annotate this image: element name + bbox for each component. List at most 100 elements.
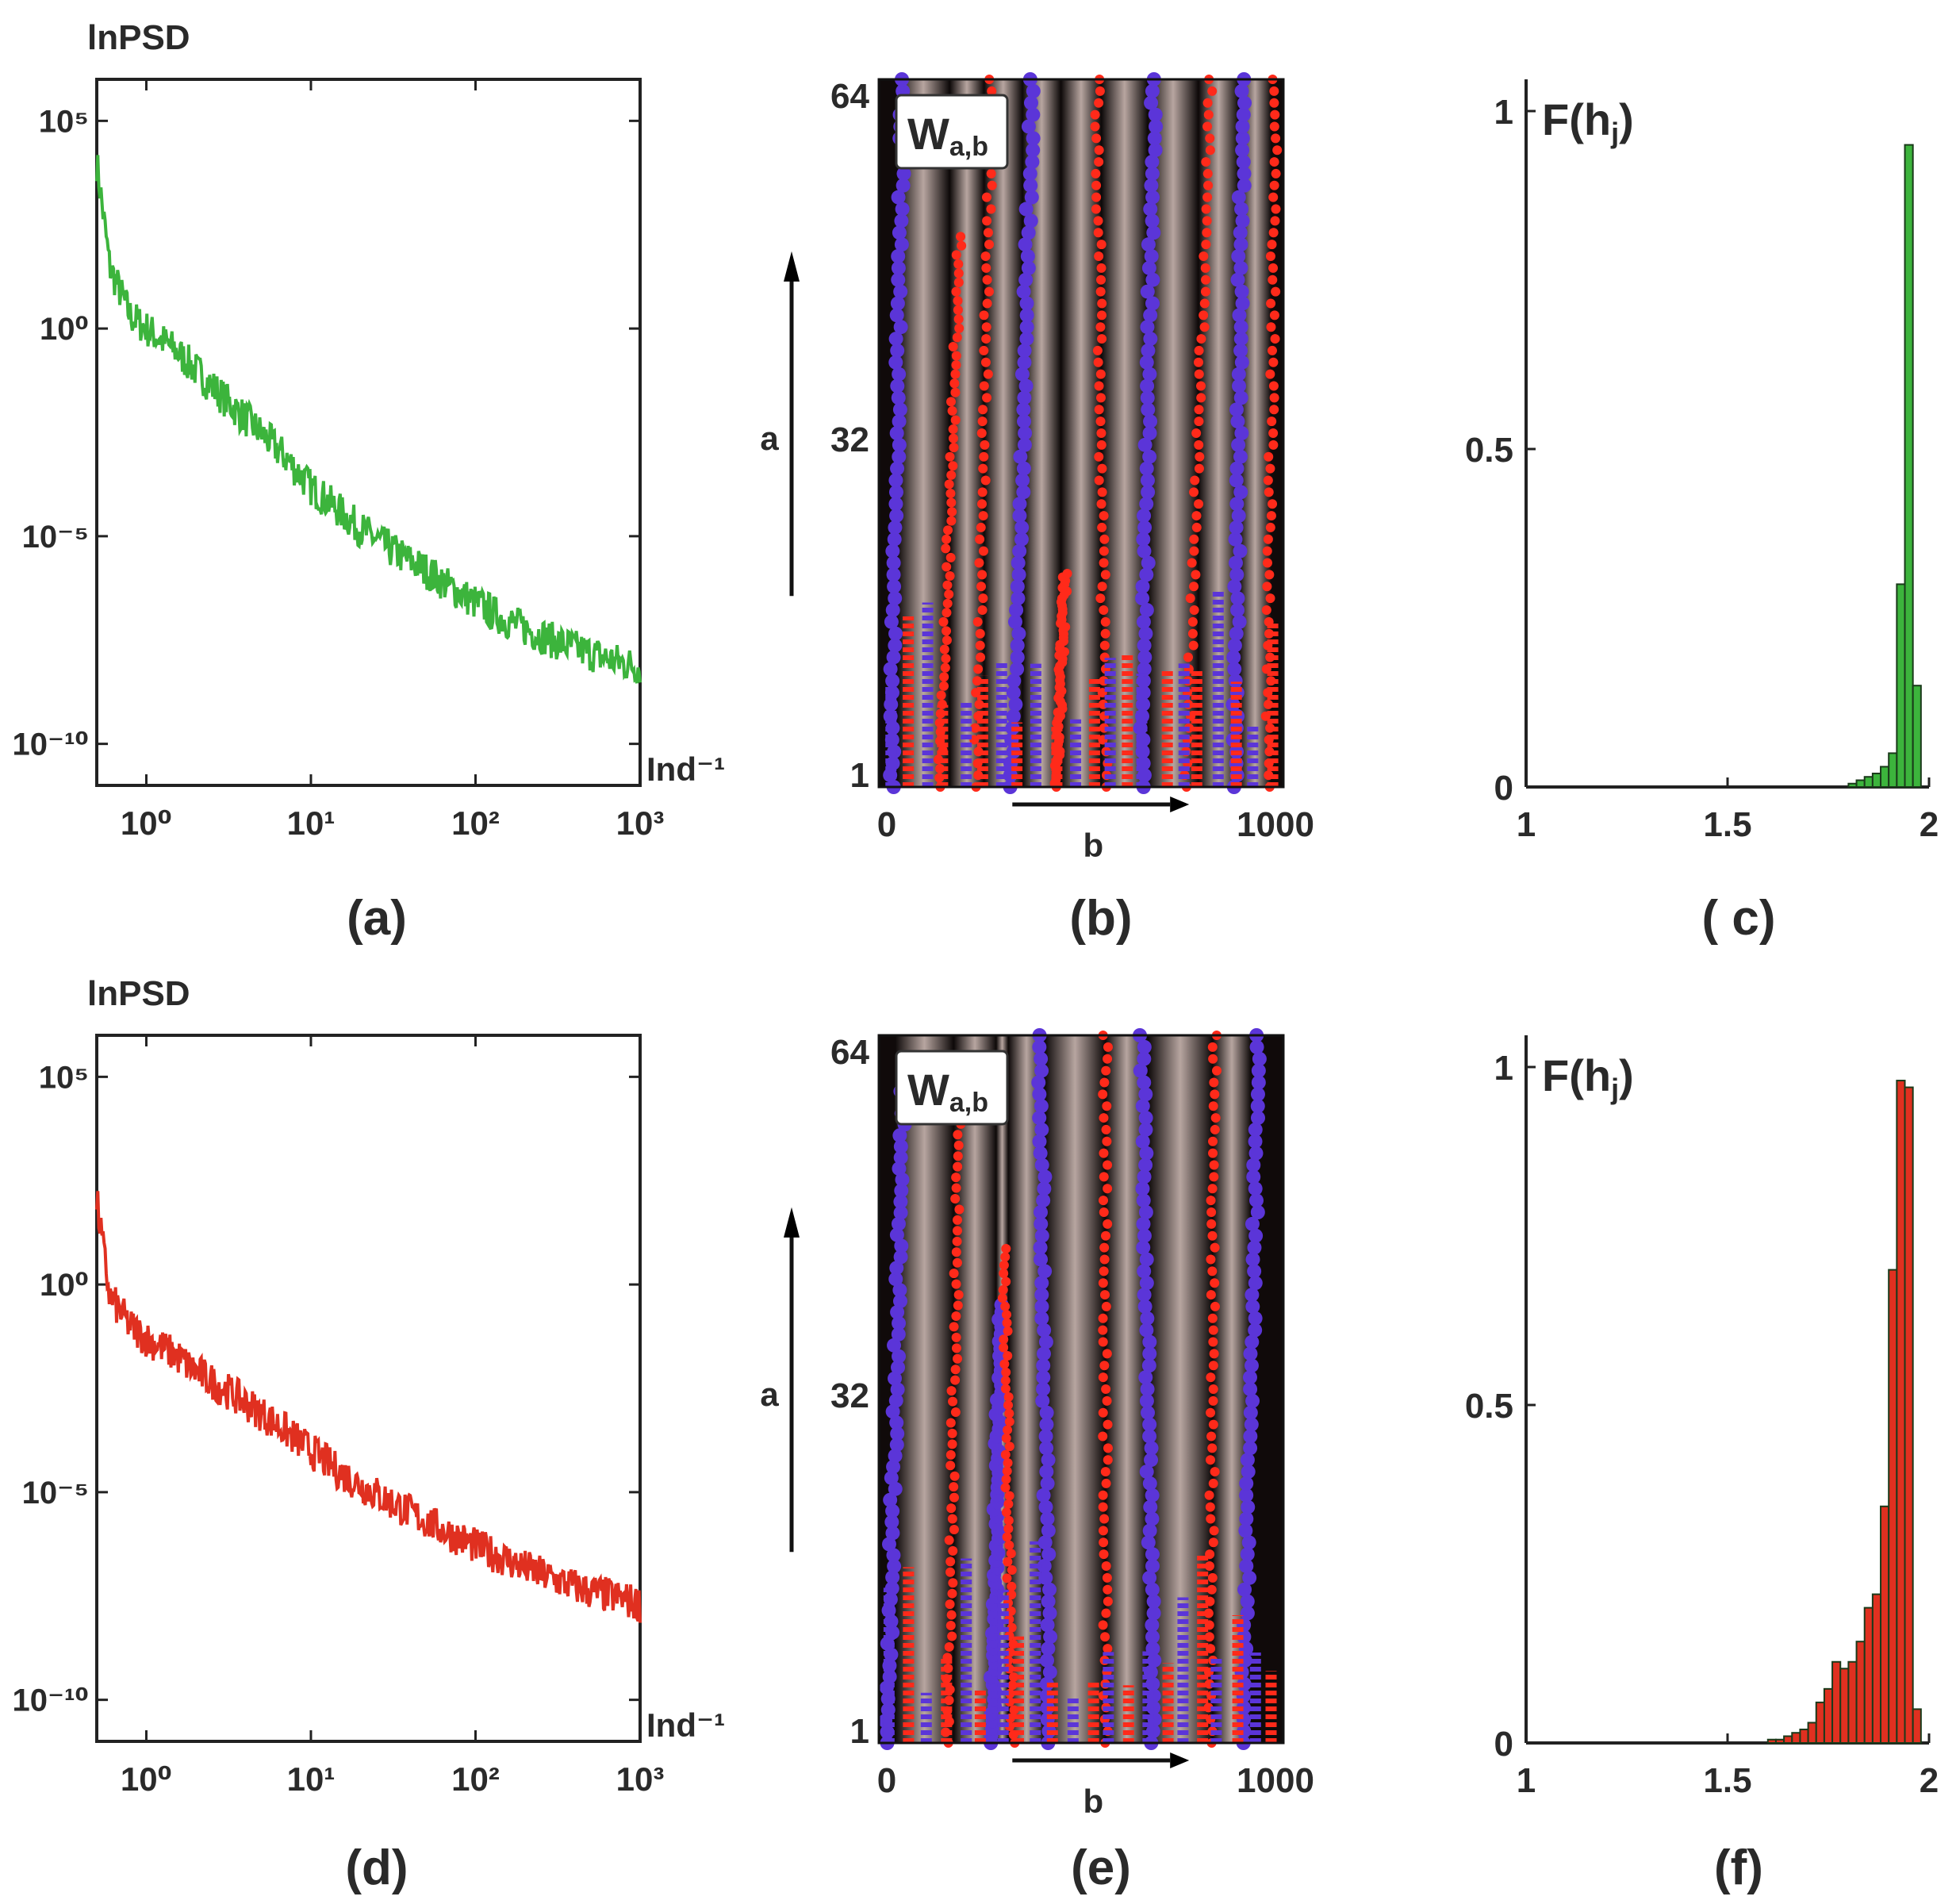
ridge-marker: [889, 509, 904, 524]
ridge-marker: [1003, 1326, 1013, 1336]
plot-frame: [95, 78, 642, 787]
ridge-marker: [1240, 1547, 1255, 1562]
histogram-bar: [1774, 1738, 1785, 1744]
ridge-marker: [1269, 180, 1279, 190]
ridge-marker: [972, 616, 983, 627]
ridge-marker: [1034, 1099, 1049, 1114]
ridge-marker: [1202, 98, 1213, 108]
ridge-marker: [1247, 1264, 1262, 1279]
histogram-chart-5: 10.501 1.5 2F(hj): [1465, 1035, 1939, 1800]
ridge-marker: [1026, 107, 1041, 122]
ridge-marker: [1237, 1653, 1252, 1668]
x-tick-label: 1000: [1237, 805, 1314, 844]
ridge-marker: [979, 345, 989, 355]
ridge-marker: [887, 532, 902, 547]
ridge-marker: [1251, 1063, 1266, 1078]
ridge-marker: [1038, 1499, 1053, 1514]
ridge-marker: [1268, 381, 1279, 391]
ridge-marker: [1031, 1075, 1046, 1090]
ridge-marker: [1093, 216, 1103, 226]
ridge-marker: [1040, 1511, 1055, 1526]
ridge-marker: [1096, 263, 1106, 273]
ridge-marker: [1145, 1630, 1160, 1645]
ridge-marker: [1093, 228, 1103, 238]
ridge-marker: [1043, 1630, 1058, 1645]
ridge-marker: [1103, 1054, 1113, 1064]
ridge-marker: [976, 499, 987, 509]
ridge-marker: [1007, 1622, 1017, 1633]
ridge-marker: [1248, 1134, 1263, 1149]
ridge-marker: [1207, 1042, 1218, 1052]
ridge-marker: [1265, 463, 1275, 474]
ridge-marker: [1199, 251, 1209, 261]
histogram-bar: [1880, 1505, 1890, 1745]
ridge-marker: [1191, 570, 1201, 580]
ridge-marker: [1227, 579, 1242, 594]
ridge-marker: [1012, 497, 1027, 512]
ridge-marker: [1099, 534, 1110, 544]
ridge-marker: [1241, 1464, 1256, 1480]
ridge-marker: [1137, 1039, 1152, 1054]
ridge-marker: [883, 662, 898, 677]
ridge-marker: [1133, 1063, 1148, 1078]
ridge-marker: [951, 286, 961, 297]
ridge-marker: [976, 652, 986, 662]
x-axis-label: b: [1083, 827, 1103, 864]
wavelet-chart-4: Wa,b 64 32 10 1000 a b: [760, 1028, 1314, 1820]
ridge-marker: [953, 1290, 964, 1300]
ridge-marker: [1143, 1499, 1158, 1514]
ridge-marker: [1248, 1122, 1263, 1137]
ridge-marker: [1208, 1101, 1218, 1111]
ridge-marker: [1145, 190, 1160, 205]
ridge-marker: [1137, 1169, 1152, 1184]
ridge-marker: [939, 644, 949, 654]
ridge-marker: [987, 180, 997, 190]
histogram-bar: [1783, 1735, 1793, 1744]
ridge-marker: [1141, 555, 1156, 570]
ridge-marker: [950, 1365, 961, 1375]
ridge-marker: [1266, 511, 1276, 521]
ridge-marker: [1098, 1526, 1108, 1536]
ridge-marker: [1237, 95, 1252, 110]
ridge-marker: [1262, 558, 1272, 568]
ridge-marker: [1271, 286, 1281, 297]
ridge-marker: [1032, 1111, 1047, 1126]
ridge-marker: [1210, 1301, 1220, 1311]
ridge-marker: [937, 699, 947, 709]
ridge-marker: [941, 543, 951, 554]
ridge-marker: [1208, 1419, 1218, 1430]
ridge-marker: [1194, 463, 1204, 474]
ridge-marker: [1264, 451, 1274, 462]
ridge-marker: [947, 507, 957, 517]
ridge-marker: [1244, 1358, 1259, 1373]
ridge-marker: [1096, 310, 1106, 321]
ridge-marker: [942, 598, 953, 608]
x-tick-label: 10⁰: [121, 804, 172, 842]
ridge-marker: [951, 1311, 961, 1321]
ridge-marker: [1096, 440, 1106, 450]
ridge-marker: [1041, 1453, 1056, 1468]
ridge-marker: [1199, 298, 1210, 309]
ridge-marker: [947, 1439, 957, 1449]
ridge-marker: [1098, 1490, 1108, 1500]
ridge-marker: [886, 1459, 901, 1474]
histogram-bar: [1839, 1668, 1850, 1745]
ridge-marker: [1139, 497, 1154, 512]
title-box: [895, 1050, 1009, 1126]
ridge-marker: [1012, 509, 1027, 524]
ridge-marker: [1096, 499, 1106, 509]
ridge-marker: [950, 415, 961, 425]
ridge-marker: [952, 332, 962, 343]
ridge-marker: [1139, 1464, 1154, 1480]
ridge-marker: [1261, 605, 1271, 615]
ridge-marker: [1098, 1372, 1108, 1383]
ridge-marker: [1098, 1278, 1108, 1288]
ridge-marker: [1033, 1146, 1048, 1161]
ridge-marker: [1231, 249, 1246, 263]
ridge-marker: [886, 650, 901, 665]
ridge-marker: [1040, 1476, 1055, 1491]
ridge-marker: [1208, 1054, 1218, 1064]
ridge-marker: [1145, 1618, 1160, 1633]
ridge-marker: [1188, 640, 1199, 651]
ridge-marker: [1234, 202, 1249, 217]
